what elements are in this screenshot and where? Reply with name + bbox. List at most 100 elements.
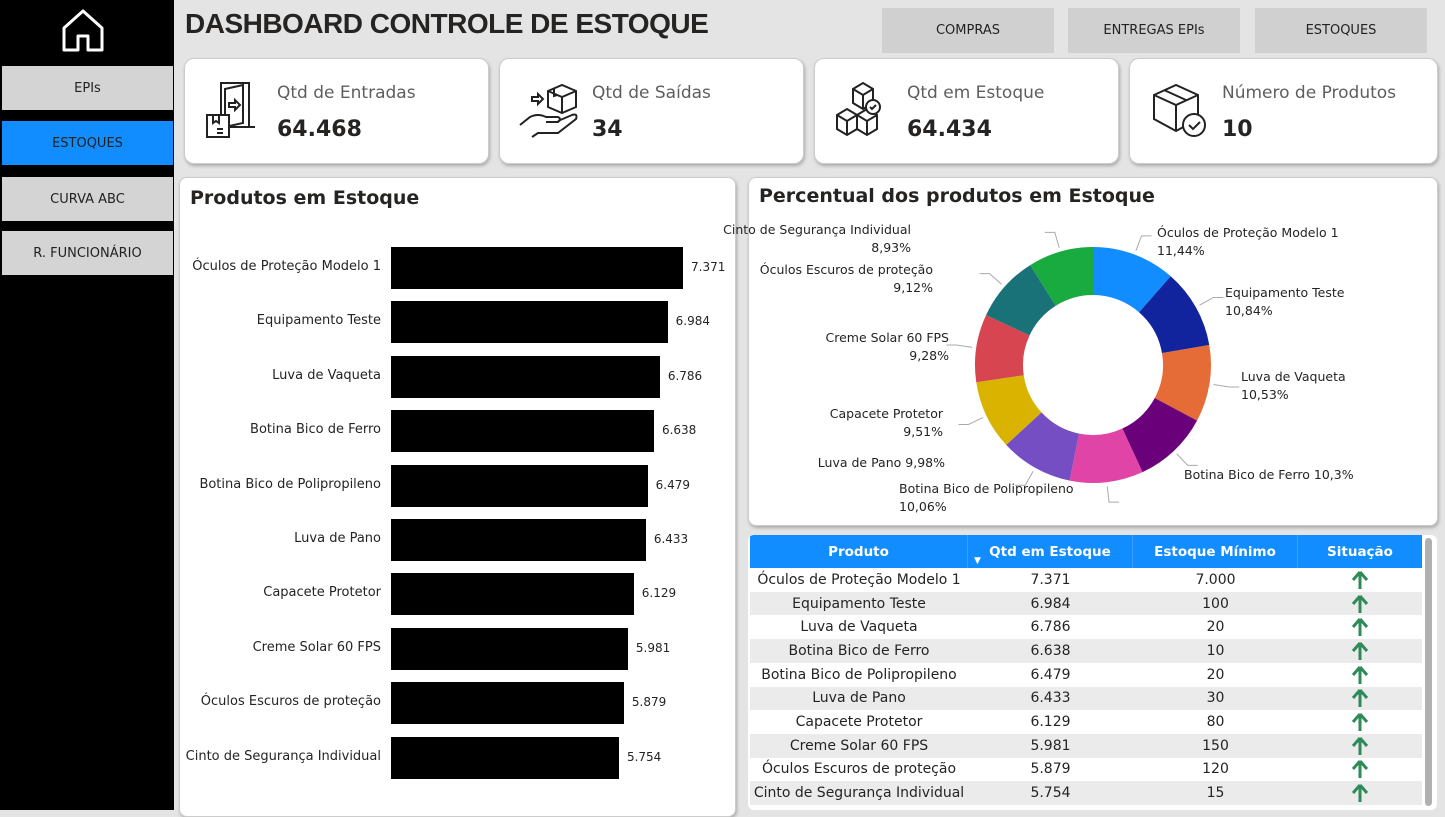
donut-percent: 11,44% — [1157, 243, 1205, 258]
leader-line — [1176, 453, 1198, 466]
donut-category: Botina Bico de Ferro — [1184, 467, 1310, 482]
cell-qtd: 6.638 — [1030, 642, 1071, 659]
nav-r-funcionario[interactable]: R. FUNCIONÁRIO — [2, 231, 173, 275]
donut-slice[interactable] — [976, 375, 1042, 445]
cell-produto: Equipamento Teste — [792, 595, 926, 612]
cell-produto: Óculos Escuros de proteção — [761, 761, 957, 778]
arrow-up-icon — [1298, 568, 1422, 592]
cell-qtd: 6.984 — [1030, 595, 1071, 612]
bar[interactable] — [391, 301, 668, 344]
donut-slice[interactable] — [1006, 412, 1080, 481]
stock-table: Produto Qtd em Estoque ▼ Estoque Mínimo S… — [748, 535, 1437, 810]
donut-percent: 10,06% — [899, 499, 947, 514]
cell-minimo: 150 — [1202, 737, 1229, 754]
donut-percent: 10,53% — [1241, 387, 1289, 402]
cell-produto: Óculos de Proteção Modelo 1 — [757, 571, 961, 588]
bar-value-label: 6.433 — [653, 532, 689, 546]
entregas-epis-button[interactable]: ENTREGAS EPIs — [1068, 8, 1240, 53]
cell-qtd: 5.879 — [1030, 761, 1071, 778]
bar[interactable] — [391, 682, 624, 725]
arrow-up-icon — [1298, 592, 1422, 616]
table-row[interactable]: Luva de Vaqueta 6.786 20 — [750, 615, 1422, 639]
compras-button[interactable]: COMPRAS — [882, 8, 1054, 53]
donut-slice[interactable] — [1069, 428, 1143, 483]
col-header-qtd[interactable]: Qtd em Estoque ▼ — [968, 535, 1133, 568]
donut-category: Óculos Escuros de proteção — [759, 262, 933, 277]
bar[interactable] — [391, 736, 619, 779]
arrow-up-icon — [1298, 781, 1422, 805]
table-row[interactable]: Botina Bico de Polipropileno 6.479 20 — [750, 663, 1422, 687]
cell-produto: Creme Solar 60 FPS — [789, 737, 929, 754]
bar-category-label: Botina Bico de Polipropileno — [199, 476, 381, 492]
donut-slice[interactable] — [1139, 276, 1210, 354]
donut-slice[interactable] — [1030, 247, 1093, 306]
donut-slice[interactable] — [975, 315, 1030, 383]
donut-category: Luva de Vaqueta — [1241, 369, 1346, 384]
kpi-value: 10 — [1222, 117, 1253, 142]
table-scrollbar[interactable] — [1425, 538, 1432, 806]
kpi-saidas: Qtd de Saídas 34 — [499, 58, 804, 164]
table-row[interactable]: Óculos Escuros de proteção 5.879 120 — [750, 758, 1422, 782]
bar-value-label: 5.879 — [631, 695, 667, 710]
nav-estoques[interactable]: ESTOQUES — [2, 121, 173, 165]
kpi-numero-produtos: Número de Produtos 10 — [1129, 58, 1438, 164]
col-header-produto[interactable]: Produto — [750, 535, 968, 568]
bar-value-label: 5.754 — [626, 749, 662, 764]
donut-slice[interactable] — [1093, 247, 1171, 313]
bar-value-label: 7.371 — [691, 260, 726, 274]
cell-qtd: 6.129 — [1030, 714, 1071, 731]
cell-minimo: 10 — [1206, 642, 1225, 659]
donut-data-label: Equipamento Teste 10,84% — [1225, 284, 1344, 320]
donut-chart-panel: Percentual dos produtos em Estoque Óculo… — [723, 177, 1438, 526]
donut-slice[interactable] — [1154, 344, 1211, 421]
bar[interactable] — [391, 410, 654, 453]
donut-slice[interactable] — [986, 265, 1056, 336]
table-row[interactable]: Óculos de Proteção Modelo 1 7.371 7.000 — [750, 568, 1422, 592]
arrow-up-icon — [1298, 710, 1422, 734]
nav-curva-abc[interactable]: CURVA ABC — [2, 177, 173, 221]
donut-percent: 10,84% — [1225, 303, 1273, 318]
table-row[interactable]: Botina Bico de Ferro 6.638 10 — [750, 639, 1422, 663]
arrow-up-icon — [1298, 639, 1422, 663]
bar[interactable] — [391, 519, 646, 561]
nav-epis[interactable]: EPIs — [2, 66, 173, 110]
donut-data-label: Botina Bico de Ferro 10,3% — [1184, 466, 1354, 484]
bar[interactable] — [391, 247, 683, 289]
table-row[interactable]: Cinto de Segurança Individual 5.754 15 — [750, 781, 1422, 805]
donut-slice[interactable] — [1122, 398, 1198, 473]
arrow-up-icon — [1298, 734, 1422, 758]
leader-line — [1044, 231, 1060, 248]
sort-desc-icon[interactable]: ▼ — [974, 556, 981, 566]
bar-value-label: 6.786 — [667, 368, 703, 383]
col-header-minimo[interactable]: Estoque Mínimo — [1133, 535, 1298, 568]
bar[interactable] — [391, 627, 628, 670]
bar-chart-panel: Produtos em Estoque Óculos de Proteção M… — [179, 177, 736, 817]
door-entry-box-icon — [206, 82, 255, 138]
table-row[interactable]: Equipamento Teste 6.984 100 — [750, 591, 1422, 616]
bar[interactable] — [391, 573, 634, 616]
home-icon[interactable] — [60, 8, 106, 54]
estoques-button[interactable]: ESTOQUES — [1255, 8, 1427, 53]
stacked-boxes-icon — [836, 81, 881, 137]
donut-category: Luva de Pano — [817, 455, 902, 470]
bar[interactable] — [391, 464, 648, 507]
leader-line — [1135, 235, 1152, 251]
table-row[interactable]: Luva de Pano 6.433 30 — [750, 686, 1422, 711]
leader-line — [1106, 486, 1120, 503]
bar-category-label: Capacete Protetor — [263, 585, 381, 601]
donut-data-label: Óculos Escuros de proteção 9,12% — [760, 261, 933, 297]
hand-box-icon — [519, 83, 578, 138]
table-row[interactable]: Creme Solar 60 FPS 5.981 150 — [750, 733, 1422, 758]
donut-category: Botina Bico de Polipropileno — [899, 481, 1074, 496]
cell-qtd: 6.433 — [1030, 690, 1071, 707]
leader-line — [979, 273, 1002, 285]
cell-minimo: 30 — [1206, 690, 1225, 707]
donut-data-label: Luva de Vaqueta 10,53% — [1241, 368, 1346, 404]
col-header-situacao[interactable]: Situação — [1298, 535, 1422, 568]
cell-minimo: 100 — [1202, 595, 1229, 612]
cell-minimo: 120 — [1202, 761, 1229, 778]
bar-value-label: 6.479 — [655, 477, 691, 492]
donut-data-label: Luva de Pano 9,98% — [818, 454, 945, 472]
bar[interactable] — [391, 355, 660, 398]
table-row[interactable]: Capacete Protetor 6.129 80 — [750, 710, 1422, 734]
